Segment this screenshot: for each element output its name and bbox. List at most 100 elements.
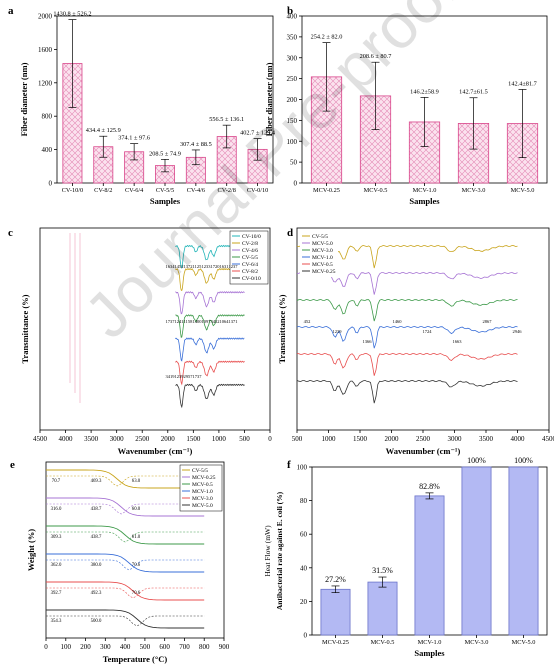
spectrum-d-MCV-0.25 [296,379,518,404]
temperature-annotation-e: 60.0 [132,507,141,512]
y-tick-label-b: 0 [294,180,298,188]
x-tick-label-e: 600 [159,643,170,651]
x-tick-label-d: 2500 [416,435,431,443]
data-label-a: 208.5 ± 74.9 [149,150,181,157]
legend-label-c: CV-6/4 [242,262,258,268]
x-tick-label-c: 3000 [110,435,125,443]
data-label-b: 146.2±58.9 [410,88,439,95]
legend-label-d: MCV-0.25 [312,269,336,275]
data-label-f: 100% [467,456,486,465]
bar-f-MCV-0.25 [320,588,351,636]
legend-label-d: MCV-3.0 [312,248,333,254]
bar-f-MCV-0.5 [367,581,398,636]
y-axis-label-a: Fiber diameter (nm) [19,62,29,136]
x-tick-label-e: 100 [61,643,72,651]
y-tick-label-b: 100 [287,138,298,146]
x-tick-label-e: 900 [219,643,230,651]
spectrum-d-MCV-0.5 [296,352,518,376]
x-tick-label-a: CV-5/5 [156,187,174,194]
dtg-curve-e-MCV-5.0 [46,615,205,627]
peak-annotation-d: 2946 [513,329,523,334]
temperature-annotation-e: 316.0 [51,507,62,512]
x-tick-label-d: 4500 [542,435,554,443]
legend-label-c: CV-0/10 [242,276,261,282]
x-tick-label-a: CV-4/6 [187,187,205,194]
x-tick-label-d: 3500 [479,435,494,443]
x-tick-label-e: 0 [44,643,48,651]
plot-frame-a [56,15,274,184]
peak-annotation-d: 1724 [423,329,433,334]
x-tick-label-b: MCV-5.0 [511,187,535,194]
legend-label-d: MCV-1.0 [312,255,333,261]
x-tick-label-c: 2500 [135,435,150,443]
x-tick-label-e: 800 [199,643,210,651]
legend-label-e: MCV-3.0 [192,496,213,502]
temperature-annotation-e: 380.0 [91,563,102,568]
peak-annotation-c: 1452 [175,264,184,269]
peak-annotation-c: 1097 [202,319,212,324]
x-tick-label-c: 1500 [186,435,201,443]
y-axis-label-e: Weight (%) [26,529,36,571]
tga-curve-e-CV-5/5 [46,469,205,489]
peak-annotation-c: 1634 [166,264,176,269]
panel-letter-b: b [287,5,293,17]
legend-label-d: CV-5/5 [312,234,328,240]
dtg-curve-e-CV-5/5 [46,475,205,487]
data-label-b: 208.6 ± 80.7 [360,53,392,60]
legend-label-c: CV-2/8 [242,241,258,247]
data-label-a: 1430.8 ± 526.2 [53,11,91,18]
x-tick-label-e: 700 [179,643,190,651]
y-axis-label-b: Fiber diameter (nm) [264,62,274,136]
x-tick-label-c: 4500 [33,435,48,443]
temperature-annotation-e: 392.7 [51,591,62,596]
y-tick-label-b: 350 [287,33,298,41]
x-tick-label-d: 1000 [322,435,337,443]
y-tick-label-a: 400 [42,146,53,154]
peak-annotation-d: 1663 [453,339,463,344]
tga-curve-e-MCV-3.0 [46,581,205,601]
y-tick-label-b: 300 [287,54,298,62]
y-tick-label-f: 80 [300,497,308,505]
x-tick-label-c: 3500 [84,435,99,443]
data-label-f: 31.5% [372,566,393,575]
temperature-annotation-e: 354.3 [51,619,62,624]
plot-frame-e [45,461,225,639]
legend-box-e [179,464,223,512]
plot-frame-c [39,227,271,431]
x-tick-label-c: 500 [239,435,250,443]
temperature-annotation-e: 309.3 [51,535,62,540]
x-tick-label-c: 4000 [59,435,74,443]
y-tick-label-a: 2000 [38,13,53,21]
data-label-a: 434.4 ± 125.9 [86,127,121,134]
x-tick-label-f: MCV-3.0 [465,639,489,646]
peak-annotation-c: 1631 [220,264,229,269]
temperature-annotation-e: 61.0 [132,535,141,540]
data-label-b: 142.7±61.5 [459,89,488,96]
spectrum-c-CV-4/6 [175,291,245,315]
dtg-curve-e-MCV-1.0 [46,559,205,571]
data-label-f: 82.8% [419,482,440,491]
peak-annotation-c: 1125 [193,264,203,269]
bar-f-MCV-3.0 [461,466,492,636]
legend-label-c: CV-8/2 [242,269,258,275]
tga-curve-e-MCV-0.25 [46,497,205,517]
y-tick-label-a: 800 [42,113,53,121]
peak-annotation-c: 1372 [184,264,193,269]
spectrum-c-CV-8/2 [175,360,245,386]
legend-label-e: MCV-1.0 [192,489,213,495]
x-tick-label-e: 300 [100,643,111,651]
legend-box-d [300,231,338,277]
x-tick-label-f: MCV-0.25 [322,639,349,646]
temperature-annotation-e: 469.3 [91,479,102,484]
y-tick-label-f: 100 [297,464,308,472]
legend-label-e: MCV-5.0 [192,503,213,509]
panel-letter-a: a [8,5,14,17]
x-tick-label-f: MCV-1.0 [418,639,442,646]
temperature-annotation-e: 63.0 [132,479,141,484]
x-axis-label-a: Samples [150,196,181,206]
x-tick-label-d: 1500 [353,435,368,443]
peak-annotation-c: 1233 [202,264,212,269]
data-label-a: 402.7 ± 129.4 [240,130,276,137]
panel-letter-f: f [287,459,291,471]
peak-annotation-c: 1241 [175,319,184,324]
